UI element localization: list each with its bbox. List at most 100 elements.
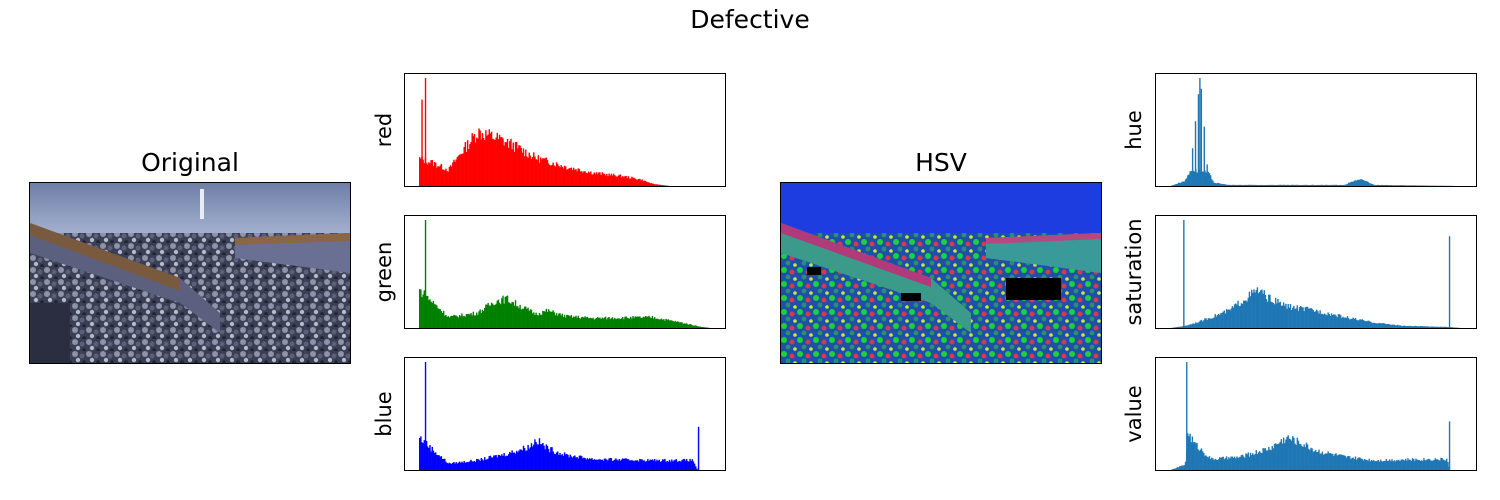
histogram-bar (1361, 179, 1364, 186)
histogram-bar (704, 327, 706, 328)
histogram-bar (471, 133, 473, 186)
histogram-peak (697, 426, 700, 470)
histogram-bar (1410, 460, 1413, 470)
histogram-bar (1303, 444, 1305, 470)
histogram-bar (1383, 460, 1385, 470)
histogram-peak (1183, 220, 1185, 328)
histogram-bar (1357, 179, 1359, 186)
histogram-bar (683, 323, 686, 328)
histogram-bar (578, 169, 581, 186)
histogram-bar (454, 161, 456, 186)
histogram-bar (530, 159, 533, 186)
histogram-bar (553, 312, 556, 328)
histogram-bar (692, 461, 695, 470)
histogram-bar (600, 459, 602, 470)
histogram-bar (689, 458, 691, 470)
histogram-bar (604, 458, 607, 470)
histogram-bar (1188, 436, 1190, 470)
histogram-bar (1197, 449, 1199, 470)
histogram-bar (514, 300, 517, 328)
histogram-bar (1223, 310, 1226, 328)
histogram-bar (595, 172, 598, 186)
histogram-bar (1375, 323, 1377, 328)
histogram-bar (580, 171, 583, 186)
histogram-bar (1392, 324, 1394, 328)
histogram-bar (1255, 184, 1257, 186)
histogram-bar (1174, 184, 1177, 186)
histogram-bar (1330, 313, 1333, 328)
histogram-bar (1192, 323, 1195, 328)
histogram-bar (1212, 180, 1214, 186)
histogram-bar (1406, 326, 1408, 328)
histogram-bar (1331, 185, 1334, 186)
histogram-bar (1309, 308, 1311, 328)
histogram-bar (563, 314, 566, 328)
histogram-bar (1288, 438, 1291, 470)
histogram-bar (541, 314, 543, 328)
histogram-bar (460, 462, 462, 470)
histogram-bar (1326, 453, 1328, 470)
histogram-bar (433, 304, 436, 328)
histogram-bar (1209, 175, 1212, 186)
histogram-bar (535, 159, 537, 186)
histogram-bar (549, 452, 551, 470)
histogram-bar (1187, 175, 1189, 186)
histogram-bar (1342, 455, 1344, 470)
histogram-bar (626, 317, 629, 328)
histogram-bar (1257, 185, 1260, 186)
histogram-bar (550, 447, 552, 470)
histogram-bar (638, 316, 640, 328)
histogram-bar (644, 180, 647, 186)
histogram-bar (574, 169, 576, 186)
histogram-bar (1385, 459, 1388, 470)
histogram-bar (485, 459, 487, 470)
histogram-bar (1422, 326, 1424, 328)
histogram-bar (663, 319, 665, 328)
histogram-bar (585, 172, 587, 186)
histogram-bar (575, 315, 577, 328)
histogram-bar (669, 320, 672, 328)
histogram-bar (478, 128, 480, 186)
histogram-bar (699, 326, 702, 328)
histogram-bar (673, 460, 675, 470)
histogram-bar (1408, 326, 1410, 328)
histogram-bar (535, 312, 537, 328)
histogram-bar (1252, 292, 1254, 328)
histogram-bar (1419, 460, 1422, 470)
histogram-bar (1408, 185, 1410, 186)
histogram-bar (695, 466, 697, 470)
blue-axis-label: blue (372, 391, 396, 437)
histogram-bar (1341, 454, 1343, 470)
histogram-bar (566, 169, 568, 186)
histogram-bar (437, 455, 439, 470)
histogram-bar (639, 458, 641, 470)
histogram-bar (506, 295, 509, 328)
histogram-bar (616, 459, 618, 470)
histogram-bar (1374, 322, 1376, 328)
histogram-bar (641, 179, 643, 186)
histogram-bar (1215, 183, 1218, 186)
histogram-bar (1285, 185, 1287, 186)
histogram-bar (1209, 318, 1212, 328)
histogram-bar (643, 180, 646, 186)
histogram-bar (1322, 314, 1325, 328)
histogram-bar (429, 163, 431, 186)
histogram-bar (630, 460, 632, 470)
histogram-bar (1446, 327, 1448, 328)
histogram-bar (561, 313, 564, 328)
histogram-bar (445, 461, 447, 470)
histogram-bar (425, 440, 428, 470)
histogram-bar (1354, 456, 1357, 470)
histogram-bar (1254, 453, 1256, 470)
histogram-bar (1419, 326, 1422, 328)
histogram-bar (1255, 450, 1257, 470)
histogram-bar (1260, 185, 1262, 186)
histogram-bar (1266, 450, 1269, 470)
histogram-bar (436, 454, 438, 470)
histogram-bar (1311, 184, 1313, 186)
histogram-bar (1323, 184, 1326, 186)
histogram-bar (628, 178, 631, 186)
histogram-bar (529, 447, 532, 470)
histogram-bar (634, 178, 637, 186)
histogram-bar (643, 317, 646, 328)
